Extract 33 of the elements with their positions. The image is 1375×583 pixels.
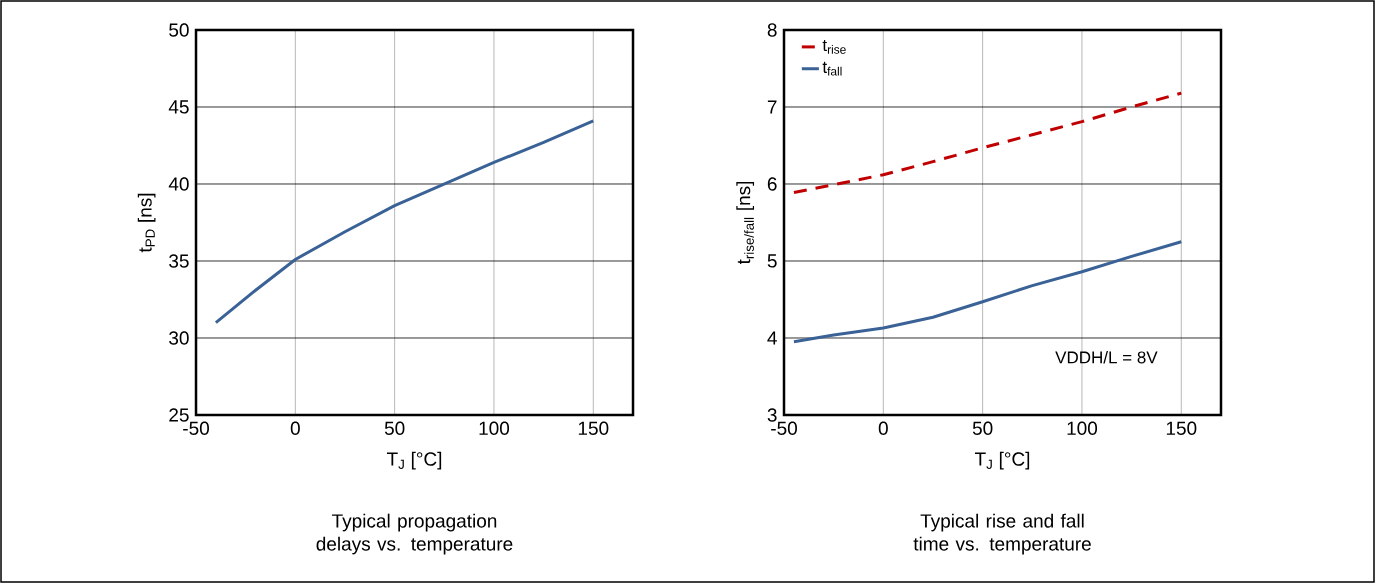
y-tick-label: 50	[169, 23, 189, 37]
x-tick-label: 50	[384, 421, 405, 435]
x-tick-label: 50	[972, 421, 993, 435]
y-tick-label: 5	[767, 254, 777, 268]
y-tick-label: 25	[169, 408, 189, 422]
y-tick-label: 30	[169, 331, 189, 345]
x-tick-label: 150	[1166, 421, 1197, 435]
y-axis-title: t$_{PD}$ [ns]	[137, 193, 156, 253]
x-tick-label: 0	[878, 421, 888, 435]
y-axis-title: t$_{rise/fall}$ [ns]	[736, 181, 755, 265]
y-tick-label: 3	[767, 408, 777, 422]
text: Typical propagation delays vs. temperature	[316, 513, 513, 555]
y-tick-label: 35	[169, 254, 189, 268]
x-axis-title: T$_{J}$ [°C]	[974, 451, 1030, 470]
line-series	[792, 91, 1183, 194]
x-tick-label: 0	[290, 421, 300, 435]
x-tick-label: 150	[578, 421, 609, 435]
annotation: VDDH/L = 8V	[1055, 351, 1158, 364]
line-series	[792, 240, 1183, 344]
legend-label: t$_{fall}$	[822, 61, 842, 76]
x-tick-label: 100	[1067, 421, 1098, 435]
y-tick-label: 8	[767, 23, 777, 37]
x-axis-title: T$_{J}$ [°C]	[386, 451, 442, 470]
x-tick-label: -50	[771, 421, 797, 435]
y-tick-label: 45	[168, 100, 189, 114]
x-tick-label: 100	[479, 421, 510, 435]
legend-label: t$_{rise}$	[822, 39, 846, 54]
y-tick-label: 6	[767, 177, 777, 191]
y-tick-label: 4	[767, 331, 777, 345]
x-tick-label: -50	[183, 421, 209, 435]
y-tick-label: 7	[767, 100, 777, 114]
y-tick-label: 40	[168, 177, 189, 191]
text: Typical rise and fall time vs. temperature	[913, 513, 1091, 555]
